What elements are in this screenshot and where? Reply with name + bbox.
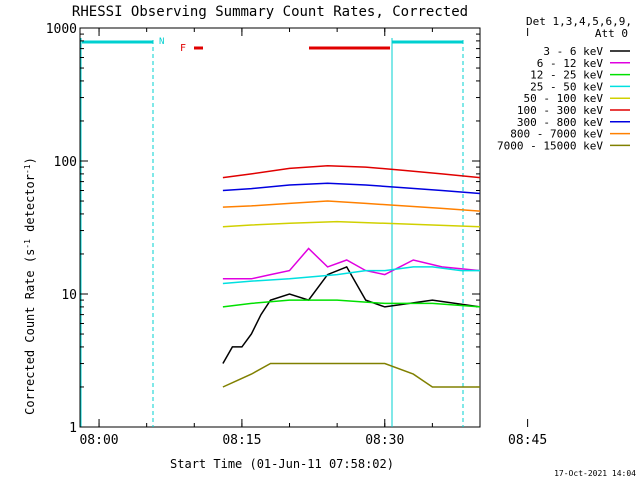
timestamp: 17-Oct-2021 14:04 xyxy=(554,469,636,478)
y-tick-label: 1000 xyxy=(46,22,77,37)
series-line-8 xyxy=(222,362,480,388)
plot-frame xyxy=(79,27,481,428)
series-line-1 xyxy=(222,247,480,280)
series-line-3 xyxy=(222,266,480,285)
x-tick-label: 08:00 xyxy=(79,433,118,448)
series-line-4 xyxy=(222,220,480,228)
flag-n-label: N xyxy=(159,37,164,47)
y-axis-label-main: Corrected Count Rate (s xyxy=(23,249,37,415)
y-axis-label-sup2: -1 xyxy=(23,164,32,174)
x-tick-label: 08:15 xyxy=(222,433,261,448)
legend-label: 6 - 12 keV xyxy=(537,57,604,70)
y-tick-label: 1 xyxy=(69,421,77,436)
series-line-0 xyxy=(222,265,480,364)
legend-header-1: Det 1,3,4,5,6,9, xyxy=(526,15,632,28)
flag-f-label: F xyxy=(180,43,186,54)
series-line-2 xyxy=(222,299,480,308)
x-tick-label: 08:30 xyxy=(365,433,404,448)
legend-label: 3 - 6 keV xyxy=(543,45,603,58)
y-axis-label-end: ) xyxy=(23,157,37,164)
legend-label: 25 - 50 keV xyxy=(530,80,603,93)
legend-label: 50 - 100 keV xyxy=(524,92,604,105)
y-axis-label: Corrected Count Rate (s-1 detector-1) xyxy=(23,157,37,415)
series-line-5 xyxy=(222,165,480,179)
legend-header-2: Att 0 xyxy=(595,27,628,40)
y-axis-label-sup1: -1 xyxy=(23,239,32,249)
chart-title: RHESSI Observing Summary Count Rates, Co… xyxy=(72,4,468,20)
series-line-6 xyxy=(222,182,480,195)
y-tick-label: 100 xyxy=(54,155,77,170)
plot-area: NF110100100008:0008:1508:3008:4509:0009:… xyxy=(46,22,548,448)
legend-label: 100 - 300 keV xyxy=(517,104,603,117)
legend-label: 12 - 25 keV xyxy=(530,69,603,82)
svg-text:Corrected Count Rate (s-1 dete: Corrected Count Rate (s-1 detector-1) xyxy=(23,157,37,415)
series-line-7 xyxy=(222,200,480,212)
y-tick-label: 10 xyxy=(61,288,77,303)
legend-label: 300 - 800 keV xyxy=(517,116,603,129)
x-tick-label: 08:45 xyxy=(508,433,547,448)
x-axis-label: Start Time (01-Jun-11 07:58:02) xyxy=(170,457,394,471)
legend-label: 800 - 7000 keV xyxy=(510,128,603,141)
legend-label: 7000 - 15000 keV xyxy=(497,139,603,152)
y-axis-label-mid: detector xyxy=(23,174,37,239)
